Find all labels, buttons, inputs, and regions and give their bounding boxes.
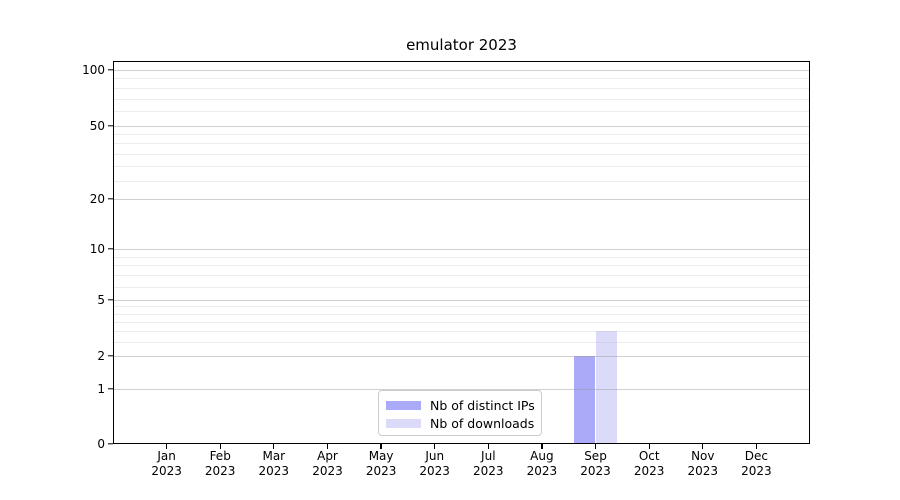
x-tick-mark-12	[755, 444, 758, 449]
x-tick-label-5: May 2023	[365, 449, 397, 478]
x-tick-mark-1	[165, 444, 168, 449]
x-tick-label-12: Dec 2023	[741, 449, 772, 478]
x-tick-label-8: Aug 2023	[526, 449, 558, 478]
legend: Nb of distinct IPs Nb of downloads	[378, 390, 542, 436]
x-tick-label-3: Mar 2023	[258, 449, 290, 478]
x-tick-label-2: Feb 2023	[204, 449, 236, 478]
y-tick-mark-10	[108, 247, 113, 250]
legend-swatch-downloads	[386, 418, 421, 428]
x-tick-mark-10	[648, 444, 650, 449]
x-tick-mark-11	[702, 444, 704, 449]
y-tick-label-100: 100	[82, 62, 105, 77]
legend-item-downloads: Nb of downloads	[379, 414, 541, 432]
y-tick-label-50: 50	[89, 118, 105, 133]
x-tick-label-11: Nov 2023	[687, 449, 719, 478]
x-tick-label-4: Apr 2023	[312, 449, 343, 478]
y-tick-mark-5	[108, 299, 113, 301]
y-tick-label-20: 20	[89, 191, 105, 206]
y-tick-mark-2	[108, 355, 113, 357]
y-tick-label-2: 2	[97, 348, 105, 363]
x-tick-mark-2	[219, 444, 221, 449]
bar-nb-of-distinct-ips-sep-2023	[573, 355, 596, 444]
bars-layer	[113, 61, 810, 444]
x-tick-label-9: Sep 2023	[580, 449, 611, 478]
legend-label-downloads: Nb of downloads	[430, 415, 535, 431]
bar-nb-of-downloads-sep-2023	[595, 331, 618, 444]
y-tick-mark-100	[108, 69, 113, 71]
y-tick-label-5: 5	[97, 293, 105, 307]
chart-title: emulator 2023	[406, 36, 517, 54]
x-tick-mark-7	[487, 444, 489, 449]
x-tick-label-6: Jun 2023	[419, 449, 450, 478]
y-tick-mark-1	[108, 387, 113, 390]
y-tick-label-1: 1	[97, 381, 105, 396]
x-tick-label-1: Jan 2023	[151, 449, 182, 478]
plot-area	[113, 61, 810, 444]
y-tick-label-0: 0	[97, 437, 105, 451]
legend-item-distinct-ips: Nb of distinct IPs	[379, 396, 541, 414]
legend-swatch-distinct-ips	[386, 400, 421, 410]
y-tick-label-10: 10	[89, 241, 105, 256]
y-tick-mark-20	[108, 197, 113, 200]
x-tick-mark-6	[434, 444, 436, 449]
legend-label-distinct-ips: Nb of distinct IPs	[430, 397, 535, 413]
x-tick-mark-9	[594, 444, 597, 449]
x-tick-label-10: Oct 2023	[633, 449, 665, 478]
y-tick-mark-50	[108, 124, 113, 127]
x-tick-mark-3	[273, 444, 275, 449]
x-tick-mark-4	[326, 444, 329, 449]
x-tick-mark-5	[380, 444, 382, 449]
y-tick-mark-0	[108, 443, 113, 445]
x-tick-mark-8	[541, 444, 543, 449]
x-tick-label-7: Jul 2023	[473, 449, 504, 478]
